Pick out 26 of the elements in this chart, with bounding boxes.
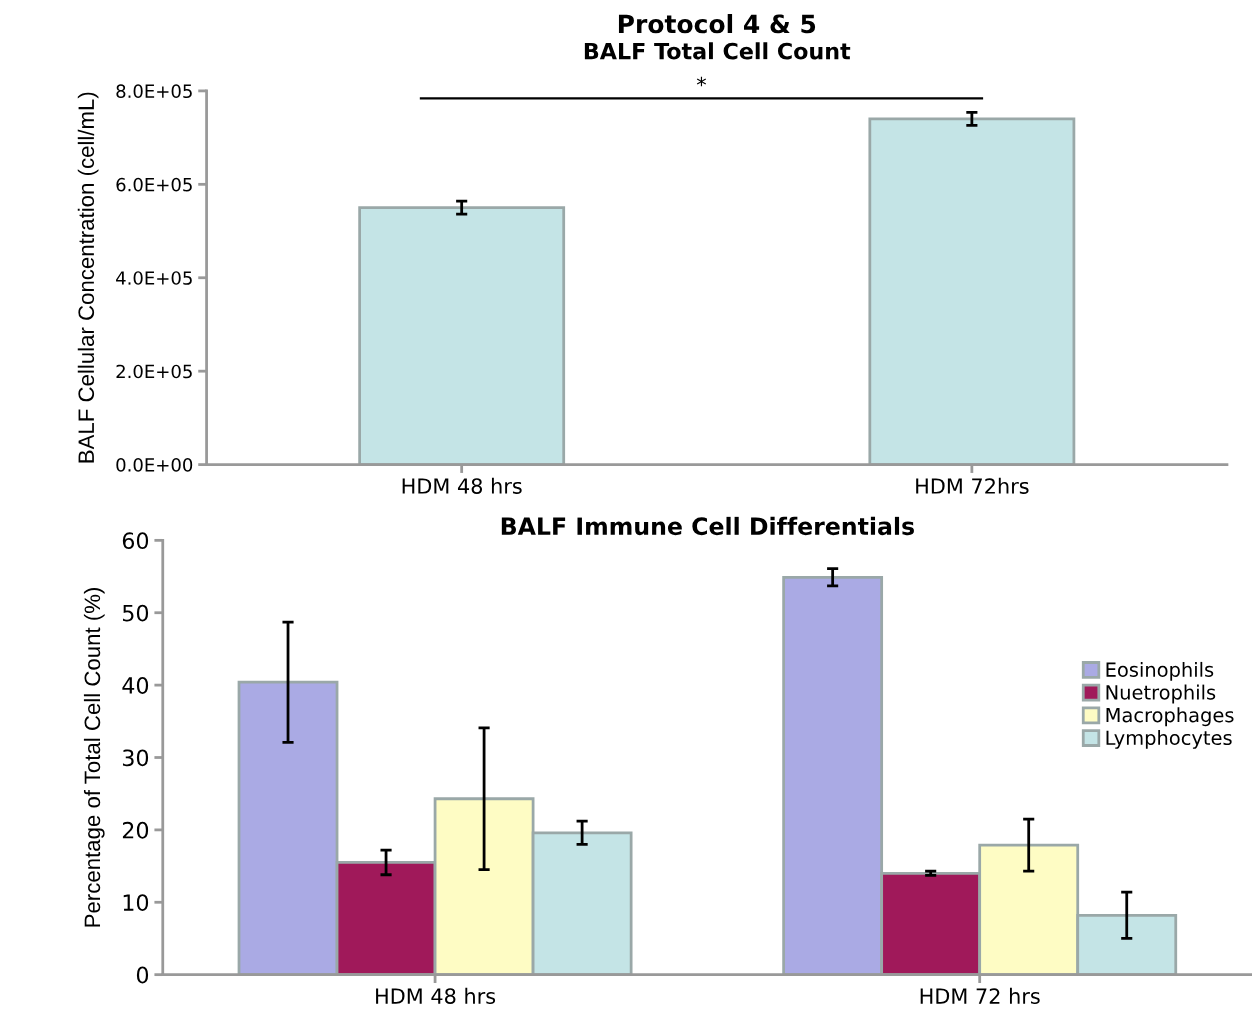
legend-label: Macrophages [1106,707,1234,727]
y-tick-label: 4.0E+05 [116,271,192,285]
y-tick-label: 20 [122,821,149,839]
y-tick-label: 2.0E+05 [116,364,192,379]
y-tick-label: 50 [123,604,149,622]
x-tick-label: HDM 48 hrs [402,477,522,494]
y-axis-title: Percentage of Total Cell Count (%) [83,588,105,927]
y-tick-label: 0.0E+00 [116,458,193,472]
legend-label: Lymphocytes [1106,730,1232,749]
y-tick-label: 40 [122,677,149,694]
y-tick-label: 60 [122,532,149,550]
y-tick-label: 6.0E+05 [116,177,192,192]
y-tick-label: 10 [123,894,149,912]
y-tick-label: 8.0E+05 [116,84,192,99]
chart-subtitle: BALF Total Cell Count [584,42,851,60]
legend-label: Eosinophils [1106,661,1214,681]
y-tick-label: 0 [136,966,149,984]
text: * [696,76,707,87]
legend-label: Nuetrophils [1106,684,1216,704]
chart-title: Protocol 4 & 5 [618,13,816,34]
x-tick-label: HDM 48 hrs [376,987,496,1004]
x-tick-label: HDM 72hrs [916,477,1029,494]
x-tick-label: HDM 72 hrs [920,987,1040,1004]
y-tick-label: 30 [122,749,149,767]
chart-title: BALF Immune Cell Differentials [501,516,914,536]
y-axis-title: BALF Cellular Concentration (cell/mL) [77,92,99,463]
